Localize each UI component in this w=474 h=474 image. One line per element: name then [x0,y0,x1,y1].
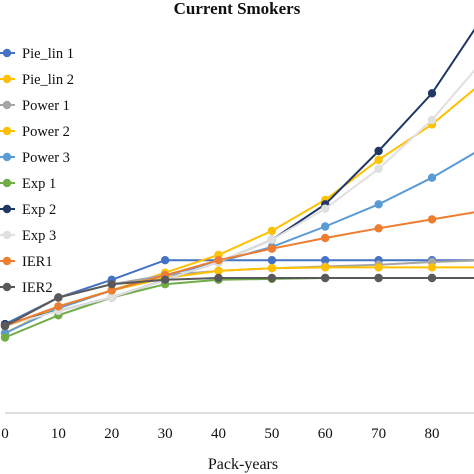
legend-label: Pie_lin 2 [22,72,74,88]
series-line [4,277,474,339]
data-point [107,293,116,302]
series-8 [0,211,474,331]
data-point [427,273,437,283]
data-point [267,273,277,283]
x-tick-label: 80 [425,426,440,442]
legend-label: Power 1 [22,98,70,114]
x-tick-label: 40 [211,426,226,442]
data-point [321,233,330,243]
data-point [374,224,383,233]
data-point [107,286,116,295]
legend-label: IER1 [22,254,53,270]
legend-label: Exp 2 [22,202,56,218]
data-point [321,263,330,272]
legend-swatch-marker [2,48,12,58]
data-point [0,321,10,331]
x-tick-label: 20 [104,426,119,442]
data-point [214,256,223,265]
data-point [427,89,437,98]
legend-item: Pie_lin 2 [0,72,74,88]
legend-swatch-marker [2,204,12,214]
data-point [160,256,170,265]
legend-swatch-marker [2,100,12,110]
data-point [267,244,277,253]
data-point [267,226,277,236]
legend-item: Power 2 [0,124,70,140]
data-point [214,266,223,276]
legend-item: Power 1 [0,98,70,114]
data-point [321,273,330,283]
data-point [374,200,383,209]
legend-item: Exp 2 [0,202,56,218]
legend-swatch-marker [2,256,12,266]
data-point [0,333,10,342]
legend: Pie_lin 1 Pie_lin 2 Power 1 Power 2 Power 3 E… [0,46,74,296]
legend-item: IER1 [0,254,53,270]
x-tick-label: 30 [158,426,173,442]
data-point [374,273,383,283]
legend-swatch-marker [2,178,12,188]
legend-swatch-marker [2,126,12,136]
data-point [427,263,437,272]
legend-swatch-marker [2,74,12,84]
legend-swatch-marker [2,152,12,162]
data-point [107,280,116,289]
legend-label: Exp 3 [22,228,56,244]
legend-item: Exp 1 [0,176,56,192]
x-tick-label: 10 [51,426,66,442]
legend-item: Exp 3 [0,228,56,244]
legend-swatch-marker [2,282,12,292]
series-line [4,88,474,327]
data-point [160,275,170,284]
legend-label: Pie_lin 1 [22,46,74,62]
data-point [374,155,383,165]
data-point [427,115,437,125]
x-tick-label: 70 [371,426,386,442]
data-point [374,263,383,272]
x-tick-labels: 0 10 20 30 40 50 60 70 80 [1,426,439,442]
data-point [214,273,223,283]
legend-label: IER2 [22,280,53,296]
legend-label: Power 3 [22,150,70,166]
data-point [54,293,63,302]
data-point [267,235,277,244]
x-tick-label: 50 [264,426,279,442]
data-point [321,256,330,265]
x-tick-label: 0 [1,426,9,442]
data-point [321,222,330,231]
series-line [4,152,474,335]
legend-item: Power 3 [0,150,70,166]
data-point [374,164,383,173]
series-line [4,211,474,327]
series-lines [0,28,474,342]
data-point [427,173,437,182]
legend-label: Exp 1 [22,176,56,192]
series-3 [0,263,474,338]
series-line [4,259,474,326]
data-point [321,204,330,213]
chart-title: Current Smokers [174,0,301,18]
data-point [267,256,277,265]
legend-swatch-marker [2,230,12,240]
data-point [374,146,383,156]
data-point [267,264,277,273]
legend-item: Pie_lin 1 [0,46,74,62]
legend-label: Power 2 [22,124,70,140]
legend-item: IER2 [0,280,53,296]
series-line [4,277,474,327]
x-axis-title: Pack-years [208,456,278,473]
data-point [54,302,63,311]
x-tick-label: 60 [318,426,333,442]
series-9 [0,273,474,331]
data-point [427,215,437,224]
series-line [4,69,474,327]
